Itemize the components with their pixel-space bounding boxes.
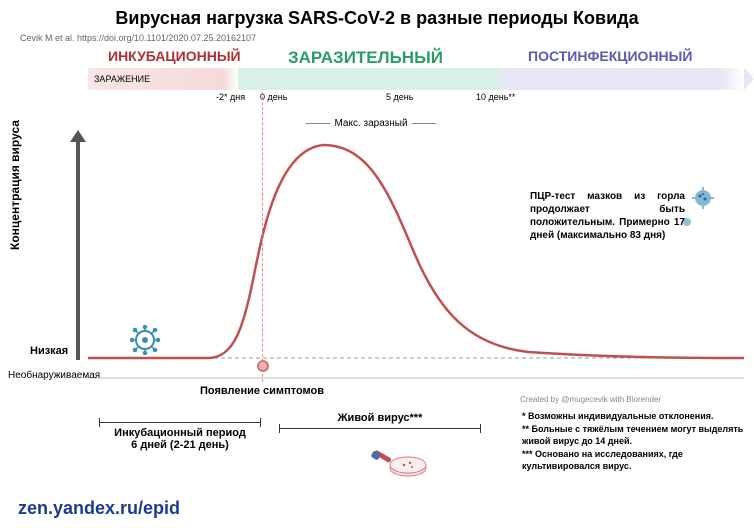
undetectable-label: Необнаруживаемая — [8, 370, 100, 381]
footnotes: * Возможны индивидуальные отклонения. **… — [522, 410, 748, 473]
footnote-3: *** Основано на исследованиях, где культ… — [522, 448, 748, 473]
infection-sublabel: ЗАРАЖЕНИЕ — [88, 74, 150, 84]
live-virus-text: Живой вирус*** — [280, 412, 480, 424]
incubation-label: ИНКУБАЦИОННЫЙ — [108, 48, 241, 64]
pcr-note: ПЦР-тест мазков из горла продолжает быть… — [530, 190, 685, 242]
tick-day5: 5 день — [386, 92, 413, 102]
infectious-label: ЗАРАЗИТЕЛЬНЫЙ — [288, 48, 443, 68]
virus-icon — [130, 325, 160, 355]
petri-dish-icon — [370, 440, 430, 480]
footnote-1: * Возможны индивидуальные отклонения. — [522, 410, 748, 423]
tick-minus2: -2* дня — [216, 92, 245, 102]
postinfectious-label: ПОСТИНФЕКЦИОННЫЙ — [528, 48, 692, 64]
incubation-period-sub: 6 дней (2-21 день) — [100, 439, 260, 451]
citation: Cevik M et al. https://doi.org/10.1101/2… — [0, 29, 754, 43]
chart-title: Вирусная нагрузка SARS-CoV-2 в разные пе… — [0, 0, 754, 29]
viral-load-curve — [88, 145, 744, 358]
symptom-onset-marker-icon — [257, 360, 269, 372]
viral-load-chart — [88, 130, 744, 380]
y-axis-label: Концентрация вируса — [8, 120, 22, 250]
source-link: zen.yandex.ru/epid — [18, 498, 180, 519]
tick-day0: 0 день — [260, 92, 287, 102]
y-axis-arrow-icon — [72, 130, 84, 360]
tick-day10: 10 день** — [476, 92, 515, 102]
incubation-period-range: Инкубационный период 6 дней (2-21 день) — [100, 418, 260, 451]
low-label: Низкая — [30, 345, 68, 357]
stages-bar: ИНКУБАЦИОННЫЙ ЗАРАЗИТЕЛЬНЫЙ ПОСТИНФЕКЦИО… — [88, 68, 744, 110]
postinfectious-bar — [500, 68, 744, 90]
virus-icon — [690, 185, 716, 211]
credit: Created by @mugecevik with Biorender — [520, 395, 661, 404]
incubation-period-text: Инкубационный период — [100, 427, 260, 439]
symptom-onset-label: Появление симптомов — [200, 385, 324, 397]
incubation-bar: ЗАРАЖЕНИЕ — [88, 68, 238, 90]
symptom-onset-line — [262, 92, 263, 382]
footnote-2: ** Больные с тяжёлым течением могут выде… — [522, 423, 748, 448]
live-virus-range: Живой вирус*** — [280, 412, 480, 433]
max-infectious-label: Макс. заразный — [306, 118, 436, 129]
infectious-bar — [238, 68, 500, 90]
